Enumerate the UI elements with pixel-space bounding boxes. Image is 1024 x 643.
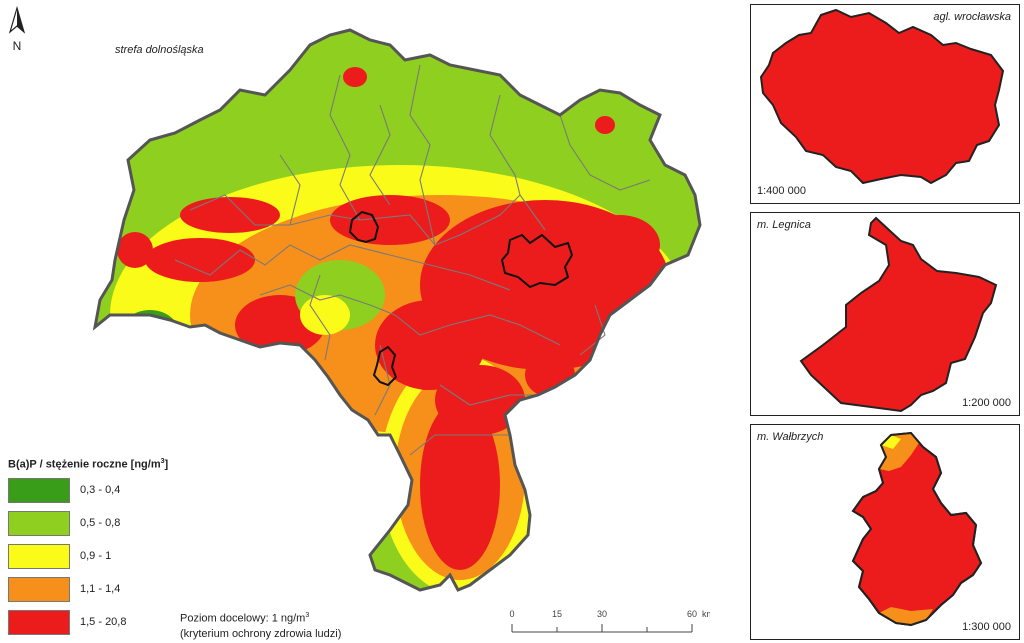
legend-item: 1,5 - 20,8	[8, 610, 168, 635]
target-line1: Poziom docelowy: 1 ng/m	[180, 612, 306, 625]
scale-unit: km	[702, 609, 710, 619]
inset-walbrzych: m. Wałbrzych 1:300 000	[750, 424, 1020, 640]
inset-scale: 1:200 000	[962, 397, 1011, 409]
north-label: N	[13, 39, 22, 53]
inset-title: m. Wałbrzych	[757, 431, 824, 443]
scale-bar: 0 15 30 60 km	[509, 609, 710, 633]
legend-item: 0,5 - 0,8	[8, 511, 168, 536]
target-sup: 3	[305, 612, 310, 619]
legend-swatch	[8, 610, 70, 635]
inset-wroclaw: agl. wrocławska 1:400 000	[750, 4, 1020, 204]
inset-scale: 1:300 000	[962, 621, 1011, 633]
legnica-outline	[348, 210, 380, 244]
legend-label: 0,9 - 1	[80, 550, 112, 562]
legend-swatch	[8, 511, 70, 536]
legend-title-close: ]	[164, 458, 169, 471]
scale-tick-label: 60	[687, 609, 697, 619]
inset-scale: 1:400 000	[757, 185, 806, 197]
wroclaw-map	[759, 8, 1005, 185]
inset-title: m. Legnica	[757, 219, 811, 231]
legend-swatch	[8, 544, 70, 569]
legend-swatch	[8, 478, 70, 503]
inset-title: agl. wrocławska	[933, 11, 1011, 23]
walbrzych-map	[851, 431, 983, 627]
legend-item: 1,1 - 1,4	[8, 577, 168, 602]
inset-legnica: m. Legnica 1:200 000	[750, 212, 1020, 416]
legend-item: 0,3 - 0,4	[8, 478, 168, 503]
legnica-map	[799, 216, 998, 413]
legend-swatch	[8, 577, 70, 602]
walbrzych-outline	[372, 345, 398, 387]
legend-label: 0,3 - 0,4	[80, 484, 121, 496]
pollution-map	[92, 28, 702, 592]
north-arrow-icon: N	[8, 6, 26, 53]
target-level-note: Poziom docelowy: 1 ng/m3 (kryterium ochr…	[180, 608, 341, 642]
scale-tick-label: 30	[597, 609, 607, 619]
legend-label: 0,5 - 0,8	[80, 517, 121, 529]
legend-title: B(a)P / stężenie roczne [ng/m3]	[8, 458, 168, 471]
scale-tick-label: 15	[552, 609, 562, 619]
zone-label: strefa dolnośląska	[115, 44, 204, 56]
wroclaw-outline	[500, 233, 574, 289]
legend-title-main: B(a)P / stężenie roczne [ng/m	[8, 458, 161, 471]
legend-label: 1,1 - 1,4	[80, 583, 121, 595]
target-line2: (kryterium ochrony zdrowia ludzi)	[180, 627, 342, 640]
scale-tick-label: 0	[509, 609, 514, 619]
legend-label: 1,5 - 20,8	[80, 616, 127, 628]
legend-item: 0,9 - 1	[8, 544, 168, 569]
legend-title-sup: 3	[160, 458, 165, 465]
legend: 0,3 - 0,4 0,5 - 0,8 0,9 - 1 1,1 - 1,4 1,…	[8, 478, 168, 643]
